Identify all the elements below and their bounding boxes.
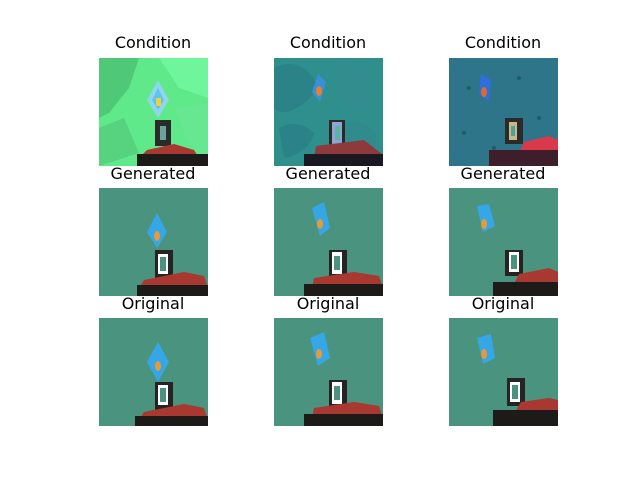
title-generated-col3: Generated xyxy=(460,164,546,183)
title-original-col3: Original xyxy=(471,294,535,313)
title-condition-col2: Condition xyxy=(289,33,367,52)
title-generated-col2: Generated xyxy=(285,164,371,183)
condition-image-3 xyxy=(449,58,558,166)
generated-image-1 xyxy=(99,188,208,296)
title-original-col1: Original xyxy=(121,294,185,313)
title-condition-col1: Condition xyxy=(114,33,192,52)
title-generated-col1: Generated xyxy=(110,164,196,183)
condition-image-2 xyxy=(274,58,383,166)
generated-image-3 xyxy=(449,188,558,296)
original-image-3 xyxy=(449,318,558,426)
condition-image-1 xyxy=(99,58,208,166)
original-image-2 xyxy=(274,318,383,426)
generated-image-2 xyxy=(274,188,383,296)
title-original-col2: Original xyxy=(296,294,360,313)
title-condition-col3: Condition xyxy=(464,33,542,52)
original-image-1 xyxy=(99,318,208,426)
